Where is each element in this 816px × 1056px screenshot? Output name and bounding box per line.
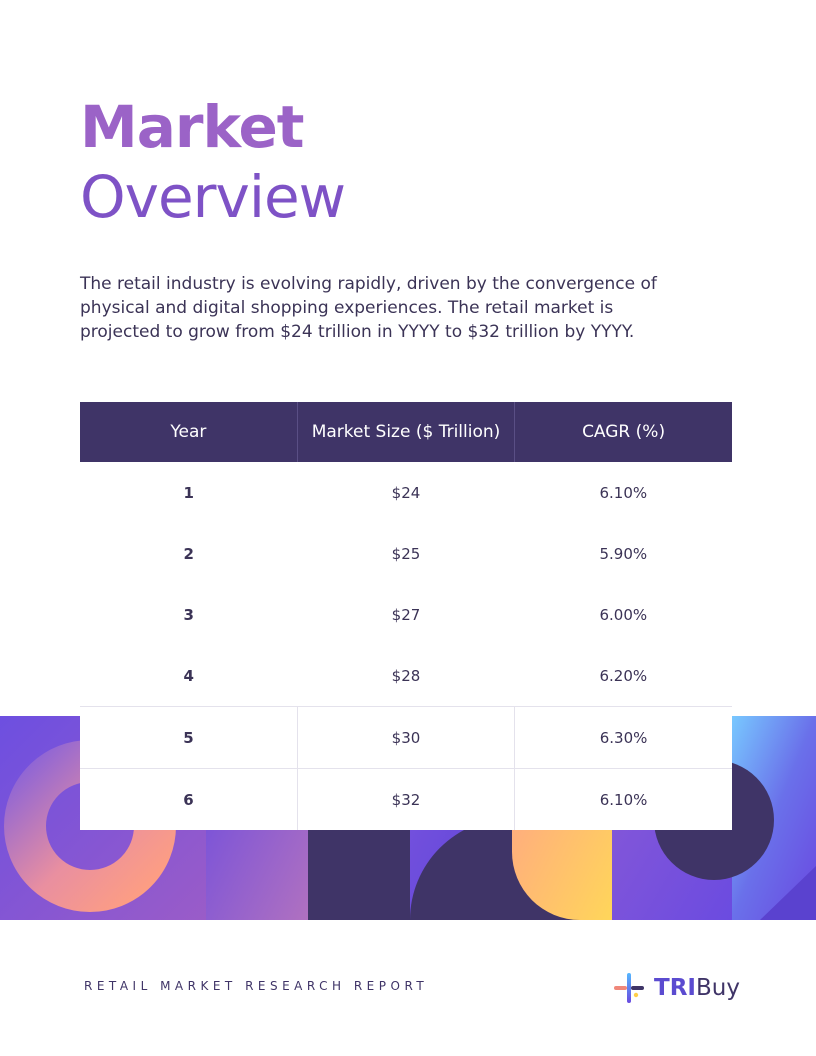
cell-market-size: $25 [297, 523, 515, 584]
table-row: 2 $25 5.90% [80, 523, 732, 584]
header-cagr: CAGR (%) [514, 402, 732, 462]
cell-year: 6 [80, 768, 298, 830]
cell-cagr: 6.10% [514, 768, 732, 830]
cross-logo-icon [614, 973, 644, 1003]
report-label: RETAIL MARKET RESEARCH REPORT [84, 979, 429, 993]
brand-name: TRIBuy [654, 975, 740, 1001]
table-row: 5 $30 6.30% [80, 706, 732, 769]
cell-year: 5 [80, 706, 298, 769]
cell-cagr: 6.10% [514, 462, 732, 523]
table-row: 6 $32 6.10% [80, 768, 732, 830]
cell-cagr: 6.30% [514, 706, 732, 769]
page-title: Market Overview [80, 92, 346, 232]
brand-name-bold: TRI [654, 975, 696, 1001]
table-row: 3 $27 6.00% [80, 584, 732, 645]
cell-cagr: 5.90% [514, 523, 732, 584]
title-line-2: Overview [80, 163, 346, 231]
cell-market-size: $32 [296, 768, 515, 830]
brand-logo: TRIBuy [612, 968, 740, 1008]
market-table: Year Market Size ($ Trillion) CAGR (%) 1… [80, 402, 732, 830]
brand-name-regular: Buy [695, 975, 740, 1001]
cell-year: 3 [80, 584, 298, 645]
cell-market-size: $24 [297, 462, 515, 523]
cell-cagr: 6.00% [514, 584, 732, 645]
header-year: Year [80, 402, 298, 462]
cell-cagr: 6.20% [514, 645, 732, 707]
cell-market-size: $28 [297, 645, 515, 707]
cell-year: 1 [80, 462, 298, 523]
header-market-size: Market Size ($ Trillion) [296, 402, 515, 462]
intro-paragraph: The retail industry is evolving rapidly,… [80, 274, 657, 342]
cell-year: 4 [80, 645, 298, 707]
table-row: 4 $28 6.20% [80, 645, 732, 707]
cell-market-size: $27 [297, 584, 515, 645]
table-row: 1 $24 6.10% [80, 462, 732, 523]
table-header-row: Year Market Size ($ Trillion) CAGR (%) [80, 402, 732, 462]
cell-market-size: $30 [296, 706, 515, 769]
title-line-1: Market [80, 93, 305, 161]
cell-year: 2 [80, 523, 298, 584]
